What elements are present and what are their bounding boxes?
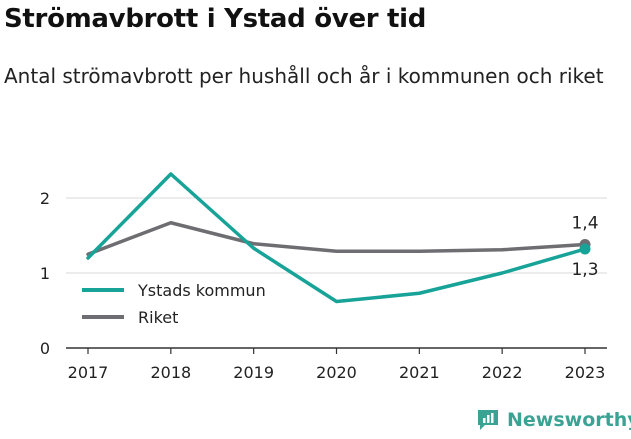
x-tick-label: 2023	[565, 363, 606, 382]
x-tick-label: 2019	[233, 363, 274, 382]
brand-name: Newsworthy	[507, 409, 631, 431]
y-tick-label: 0	[40, 339, 50, 358]
newsworthy-icon	[478, 410, 498, 430]
x-tick-label: 2018	[150, 363, 191, 382]
end-labels: 1,4 1,3	[571, 214, 598, 281]
x-axis: 2017 2018 2019 2020 2021 2022 2023	[66, 347, 607, 382]
x-tick-label: 2021	[399, 363, 440, 382]
x-tick-label: 2017	[68, 363, 109, 382]
legend-label: Ystads kommun	[137, 281, 266, 300]
grid-lines	[66, 197, 607, 274]
x-tick-label: 2020	[316, 363, 357, 382]
end-label-riket: 1,4	[571, 214, 598, 234]
series-line-ystads-kommun	[86, 172, 587, 304]
series-end-point	[579, 243, 591, 255]
series-lines	[86, 172, 591, 304]
y-axis-ticks: 0 1 2	[40, 189, 50, 358]
legend: Ystads kommun Riket	[82, 281, 266, 327]
x-tick-label: 2022	[482, 363, 523, 382]
end-label-ystad: 1,3	[571, 260, 598, 280]
chart-title: Strömavbrott i Ystad över tid	[4, 4, 427, 34]
series-line-riket	[86, 221, 587, 256]
chart-subtitle: Antal strömavbrott per hushåll och år i …	[4, 64, 604, 88]
y-tick-label: 2	[40, 189, 50, 208]
legend-label: Riket	[138, 308, 178, 327]
newsworthy-logo: Newsworthy	[475, 407, 631, 433]
y-tick-label: 1	[40, 264, 50, 283]
